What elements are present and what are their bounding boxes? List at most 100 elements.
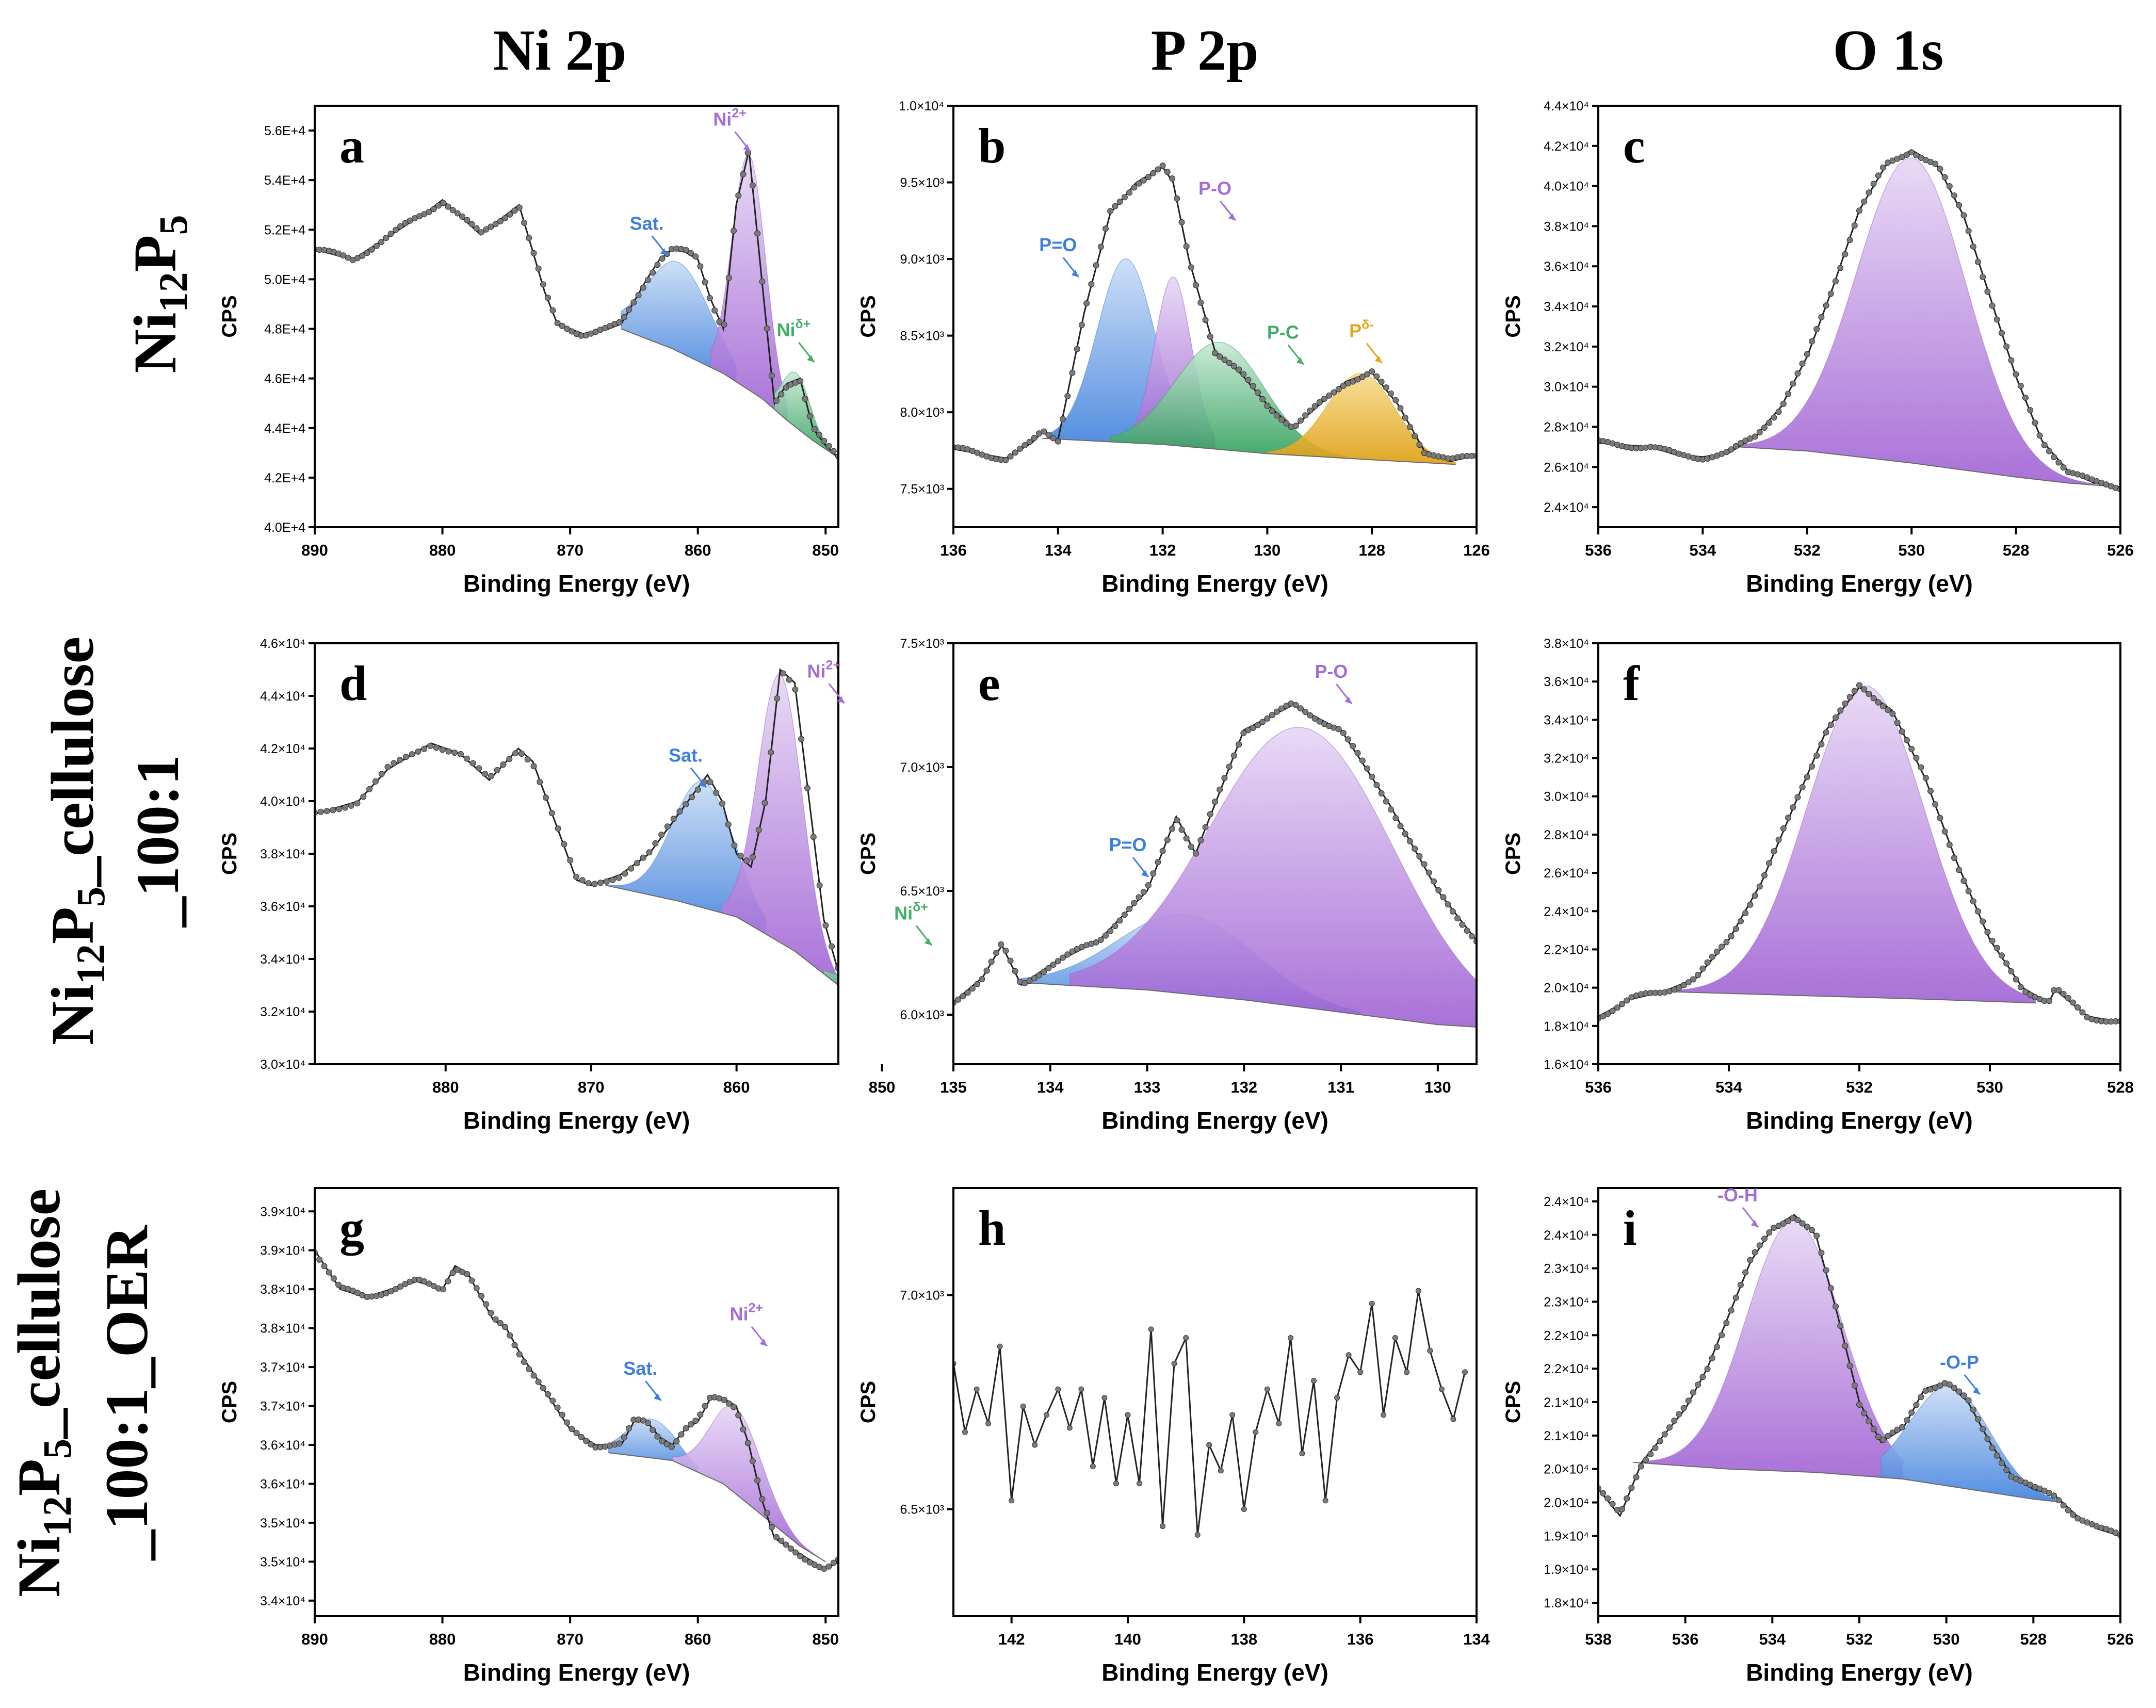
data-point xyxy=(1837,1323,1844,1329)
data-point xyxy=(449,207,456,214)
peak-f-0 xyxy=(1663,685,2036,1004)
data-point xyxy=(468,221,475,227)
data-point xyxy=(1827,290,1834,297)
data-point xyxy=(569,1426,575,1433)
data-point xyxy=(435,202,442,209)
data-point xyxy=(1311,403,1318,410)
data-point xyxy=(1269,712,1275,719)
data-point xyxy=(737,852,744,859)
data-point xyxy=(683,1425,689,1432)
data-point xyxy=(1017,445,1024,452)
data-point xyxy=(1652,1444,1659,1451)
data-point xyxy=(1704,959,1711,966)
data-point xyxy=(323,808,330,815)
y-tick-label: 1.8×10⁴ xyxy=(1544,1019,1589,1034)
x-tick-label: 530 xyxy=(1898,541,1925,559)
baseline-a xyxy=(621,328,838,459)
data-point xyxy=(711,307,718,314)
data-point xyxy=(1292,422,1299,429)
data-point xyxy=(1097,243,1104,250)
annotation-arrowhead xyxy=(1374,355,1382,363)
x-tick-label: 536 xyxy=(1585,541,1612,559)
data-point xyxy=(1131,184,1138,191)
data-point xyxy=(1761,872,1768,879)
data-point xyxy=(884,949,889,954)
plot-area-f xyxy=(1598,682,2120,1025)
data-point xyxy=(426,209,432,215)
data-point xyxy=(1846,1362,1853,1369)
data-point xyxy=(1676,984,1682,991)
data-point xyxy=(821,437,828,444)
data-point xyxy=(683,247,689,253)
data-point xyxy=(483,1301,490,1308)
data-point xyxy=(1050,435,1057,442)
column-title-p2p: P 2p xyxy=(1151,19,1259,83)
data-point xyxy=(1989,937,1996,944)
data-point xyxy=(735,192,742,199)
data-point xyxy=(626,1425,632,1432)
x-tick-label: 133 xyxy=(1134,1078,1161,1096)
data-point xyxy=(1761,425,1768,431)
data-point xyxy=(969,1006,975,1012)
y-tick-label: 4.2E+4 xyxy=(264,471,305,485)
data-point xyxy=(1334,1395,1340,1401)
data-point xyxy=(1993,316,2000,323)
x-tick-label: 134 xyxy=(1037,1078,1064,1096)
data-point xyxy=(392,1286,399,1292)
data-point xyxy=(1299,1451,1305,1457)
data-point xyxy=(543,794,549,801)
data-point xyxy=(908,943,914,949)
peak-i-0 xyxy=(1641,1220,1904,1479)
y-tick-label: 5.4E+4 xyxy=(264,173,305,188)
y-axis-label-a: CPS xyxy=(218,295,241,337)
x-tick-label: 534 xyxy=(1690,541,1716,559)
y-tick-label: 4.8E+4 xyxy=(264,322,305,337)
panel-f: 536 534 532 530 528 1.6×10⁴ 1.8×10⁴ 2.0×10⁴ 2.2×… xyxy=(1502,637,2134,1134)
data-point xyxy=(354,800,361,807)
data-point xyxy=(1913,755,1920,761)
y-tick-label: 2.4×10⁴ xyxy=(1544,904,1589,919)
data-point xyxy=(1137,1481,1142,1487)
data-point xyxy=(1197,299,1204,306)
data-point xyxy=(1804,351,1810,357)
data-point xyxy=(1041,428,1047,435)
data-point xyxy=(1207,811,1213,818)
y-tick-label: 2.3×10⁴ xyxy=(1544,1262,1589,1276)
data-point xyxy=(773,397,780,404)
annotation-b-2: P-C xyxy=(1267,322,1299,343)
data-point xyxy=(1818,1249,1825,1256)
data-point xyxy=(1273,412,1280,419)
panel-letter-f: f xyxy=(1623,656,1640,711)
data-point xyxy=(997,1343,1003,1349)
data-point xyxy=(640,854,646,861)
data-point xyxy=(829,943,835,950)
data-point xyxy=(1032,1442,1038,1448)
data-point xyxy=(1861,1410,1868,1417)
data-point xyxy=(658,832,665,838)
data-point xyxy=(783,1541,789,1548)
axes-frame-c xyxy=(1597,105,2121,528)
data-point xyxy=(670,816,677,822)
data-point xyxy=(1870,695,1877,702)
x-tick-label: 140 xyxy=(1114,1630,1141,1648)
data-point xyxy=(1946,841,1953,848)
data-point xyxy=(1732,925,1739,932)
y-tick-label: 7.0×10³ xyxy=(900,1289,945,1303)
data-point xyxy=(1738,440,1744,447)
data-point xyxy=(1229,1412,1236,1418)
data-point xyxy=(530,250,537,256)
y-tick-label: 7.0×10³ xyxy=(900,760,945,775)
data-point xyxy=(1074,346,1080,352)
data-point xyxy=(1709,1355,1715,1361)
data-point xyxy=(1406,838,1413,844)
y-tick-label: 3.6×10⁴ xyxy=(260,1477,305,1491)
axes-frame-a xyxy=(314,105,839,528)
data-point xyxy=(1604,1011,1611,1017)
data-point xyxy=(1619,1506,1625,1512)
data-point xyxy=(1449,908,1456,915)
x-axis-label-b: Binding Energy (eV) xyxy=(1101,570,1328,597)
data-point xyxy=(494,767,500,773)
data-point xyxy=(1861,198,1868,205)
data-point xyxy=(1415,1288,1421,1294)
data-point xyxy=(1676,1411,1682,1418)
